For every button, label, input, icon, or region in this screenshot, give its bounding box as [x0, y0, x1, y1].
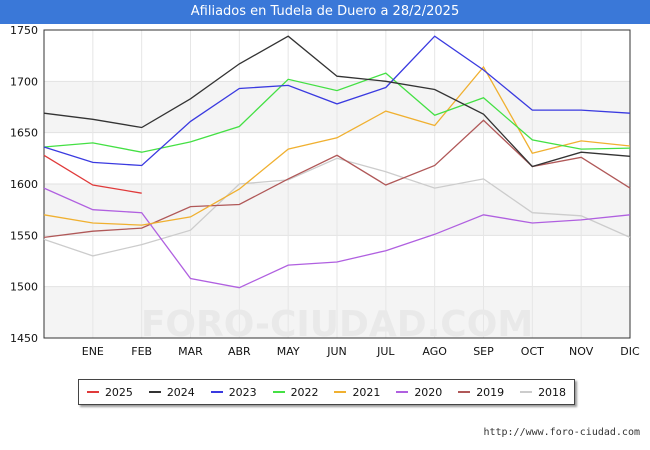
x-tick-label: SEP [473, 345, 494, 358]
y-tick-label: 1750 [10, 24, 38, 37]
legend-label: 2020 [414, 385, 443, 399]
legend-label: 2025 [104, 385, 133, 399]
legend-item-2024: 2024 [148, 385, 195, 399]
x-tick-label: NOV [569, 345, 594, 358]
legend-item-2022: 2022 [272, 385, 319, 399]
series-line-2022 [43, 72, 631, 153]
series-line-2021 [43, 65, 631, 226]
legend-swatch [396, 391, 409, 393]
legend-item-2023: 2023 [210, 385, 257, 399]
y-tick-label: 1700 [10, 75, 38, 88]
series-line-2023 [43, 35, 631, 167]
x-tick-label: ENE [82, 345, 104, 358]
legend-item-2025: 2025 [86, 385, 133, 399]
x-tick-label: OCT [521, 345, 544, 358]
x-tick-label: AGO [422, 345, 447, 358]
legend-swatch [458, 391, 471, 393]
legend-swatch [520, 391, 533, 393]
legend-item-2020: 2020 [396, 386, 442, 399]
chart-title: Afiliados en Tudela de Duero a 28/2/2025 [0, 0, 650, 24]
legend-label: 2019 [476, 385, 505, 399]
series-line-2024 [43, 35, 631, 168]
legend-label: 2018 [538, 385, 567, 399]
series-line-2025 [43, 154, 142, 194]
plot-border [43, 29, 631, 339]
y-tick-label: 1550 [10, 229, 38, 242]
y-tick-label: 1650 [10, 127, 38, 140]
y-tick-label: 1450 [10, 332, 38, 345]
legend-label: 2022 [290, 385, 319, 399]
x-tick-label: DIC [620, 345, 640, 358]
x-tick-label: MAY [277, 345, 300, 358]
legend-item-2019: 2019 [458, 386, 504, 399]
x-tick-label: JUN [326, 345, 347, 358]
legend: 2025 2024 2023 2022 2021 2020 2019 2018 [78, 379, 575, 405]
legend-label: 2021 [352, 385, 381, 399]
legend-label: 2023 [228, 385, 257, 399]
y-tick-label: 1600 [10, 178, 38, 191]
watermark: FORO-CIUDAD.COM [141, 304, 533, 345]
legend-item-2021: 2021 [334, 386, 380, 399]
legend-swatch [272, 391, 285, 393]
x-tick-label: JUL [376, 345, 395, 358]
x-tick-label: ABR [228, 345, 251, 358]
legend-swatch [210, 391, 223, 393]
x-tick-label: MAR [178, 345, 203, 358]
series-line-2020 [43, 187, 631, 289]
x-tick-label: FEB [131, 345, 152, 358]
legend-label: 2024 [166, 385, 195, 399]
legend-item-2018: 2018 [520, 386, 566, 399]
source-url[interactable]: http://www.foro-ciudad.com [483, 427, 640, 438]
legend-swatch [86, 391, 99, 393]
legend-swatch [334, 391, 347, 393]
y-tick-label: 1500 [10, 281, 38, 294]
series-line-2018 [43, 157, 631, 257]
legend-swatch [148, 391, 161, 393]
